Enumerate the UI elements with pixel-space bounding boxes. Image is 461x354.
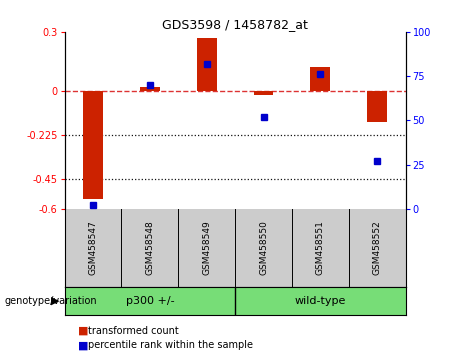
Text: wild-type: wild-type — [295, 296, 346, 306]
Bar — [367, 91, 387, 122]
Text: percentile rank within the sample: percentile rank within the sample — [88, 340, 253, 350]
Text: GSM458551: GSM458551 — [316, 220, 325, 275]
Text: p300 +/-: p300 +/- — [125, 296, 174, 306]
Text: GSM458552: GSM458552 — [373, 221, 382, 275]
Bar — [83, 91, 103, 199]
Text: transformed count: transformed count — [88, 326, 178, 336]
Text: GSM458550: GSM458550 — [259, 220, 268, 275]
Text: ■: ■ — [78, 340, 89, 350]
Text: genotype/variation: genotype/variation — [5, 296, 97, 306]
Text: GSM458548: GSM458548 — [145, 221, 154, 275]
Title: GDS3598 / 1458782_at: GDS3598 / 1458782_at — [162, 18, 308, 31]
Text: ■: ■ — [78, 326, 89, 336]
Text: GSM458547: GSM458547 — [89, 221, 97, 275]
Text: GSM458549: GSM458549 — [202, 221, 211, 275]
Bar — [140, 87, 160, 91]
Bar — [310, 67, 331, 91]
Bar — [197, 38, 217, 91]
Text: ▶: ▶ — [52, 296, 60, 306]
Bar — [254, 91, 273, 95]
